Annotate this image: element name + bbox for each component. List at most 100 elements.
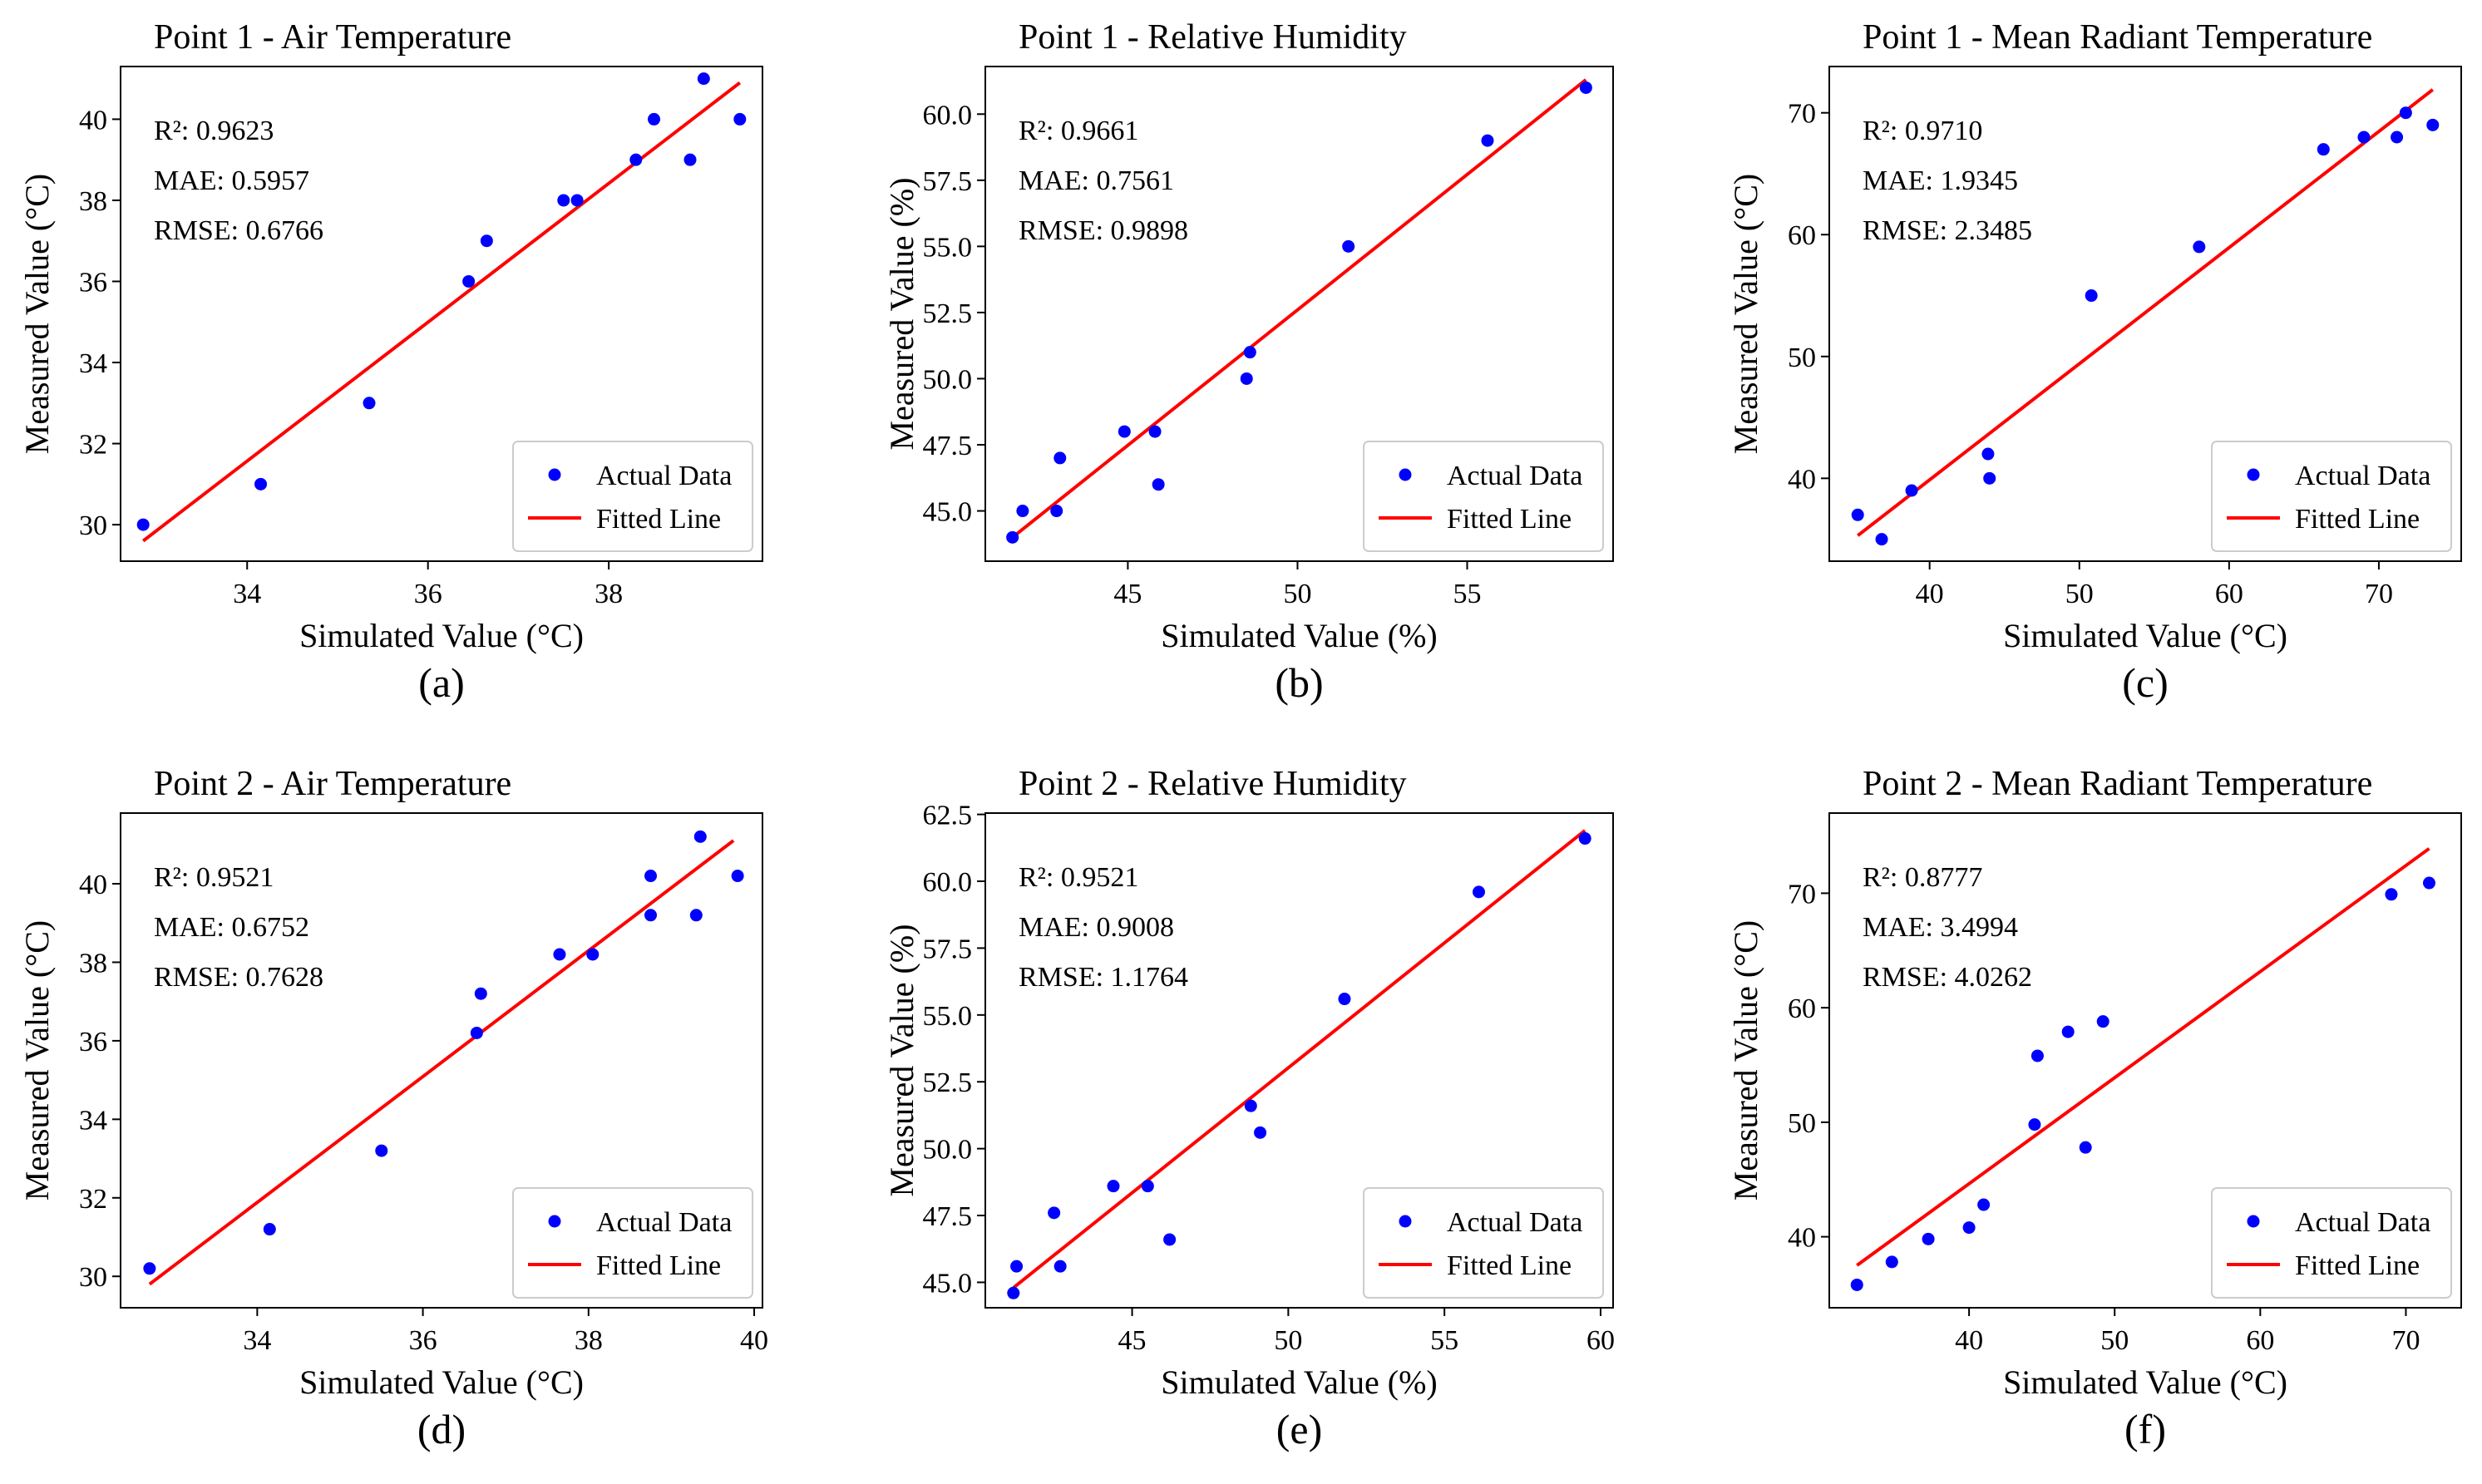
legend-label-actual: Actual Data bbox=[2295, 461, 2430, 491]
legend: Actual Data Fitted Line bbox=[512, 441, 753, 552]
plot-data bbox=[136, 72, 747, 543]
mae-annotation: MAE: 1.9345 bbox=[1863, 165, 2018, 196]
r2-annotation: R²: 0.9521 bbox=[1019, 862, 1138, 893]
y-axis-label: Measured Value (°C) bbox=[1727, 920, 1764, 1201]
data-point bbox=[2061, 1025, 2075, 1038]
x-tick-label: 40 bbox=[1955, 1325, 1983, 1356]
legend-point-marker bbox=[2247, 468, 2260, 481]
data-point bbox=[1053, 1260, 1067, 1273]
data-point bbox=[1240, 372, 1253, 385]
data-point bbox=[480, 234, 493, 248]
panel-label: (e) bbox=[1276, 1406, 1323, 1452]
legend-label-fitted: Fitted Line bbox=[1447, 1250, 1572, 1281]
data-point bbox=[136, 518, 150, 531]
data-point bbox=[693, 830, 707, 843]
x-axis-label: Simulated Value (%) bbox=[1161, 1363, 1438, 1401]
data-point bbox=[1962, 1221, 1976, 1235]
y-tick-label: 40 bbox=[79, 870, 107, 900]
data-point bbox=[689, 909, 703, 922]
legend: Actual Data Fitted Line bbox=[2211, 1187, 2452, 1299]
y-tick-label: 47.5 bbox=[923, 1201, 973, 1232]
y-axis-label: Measured Value (°C) bbox=[18, 920, 56, 1201]
data-point bbox=[1050, 505, 1063, 518]
axes-frame bbox=[984, 812, 1614, 1309]
y-tick-label: 55.0 bbox=[923, 1001, 973, 1032]
legend: Actual Data Fitted Line bbox=[512, 1187, 753, 1299]
x-axis-label: Simulated Value (°C) bbox=[2003, 1363, 2287, 1401]
data-point bbox=[731, 870, 744, 883]
x-tick-label: 50 bbox=[1283, 579, 1311, 609]
data-point bbox=[733, 112, 747, 126]
fitted-line bbox=[1856, 88, 2435, 537]
data-point bbox=[683, 153, 697, 166]
legend-label-actual: Actual Data bbox=[1447, 461, 1582, 491]
x-tick-label: 36 bbox=[409, 1325, 437, 1356]
y-tick-label: 34 bbox=[79, 348, 107, 379]
data-point bbox=[1981, 447, 1995, 461]
data-point bbox=[1850, 1278, 1863, 1291]
y-tick-label: 60.0 bbox=[923, 867, 973, 898]
data-point bbox=[143, 1262, 156, 1275]
x-tick-label: 50 bbox=[1274, 1325, 1302, 1356]
data-point bbox=[557, 194, 570, 207]
y-tick-label: 50 bbox=[1788, 343, 1816, 373]
y-tick-label: 30 bbox=[79, 510, 107, 541]
data-point bbox=[644, 909, 658, 922]
y-axis-label: Measured Value (%) bbox=[883, 177, 920, 450]
data-point bbox=[2357, 131, 2371, 144]
y-tick-label: 62.5 bbox=[923, 801, 973, 831]
legend-label-fitted: Fitted Line bbox=[2295, 504, 2420, 535]
legend-point-marker bbox=[1399, 468, 1412, 481]
chart-title: Point 1 - Mean Radiant Temperature bbox=[1863, 18, 2372, 57]
y-tick-label: 38 bbox=[79, 948, 107, 979]
data-point bbox=[254, 477, 268, 491]
y-tick-label: 34 bbox=[79, 1105, 107, 1136]
data-point bbox=[553, 948, 566, 961]
plot-data bbox=[1006, 78, 1592, 544]
data-point bbox=[1148, 425, 1162, 438]
legend-point-marker bbox=[548, 1215, 561, 1228]
legend-label-actual: Actual Data bbox=[1447, 1207, 1582, 1238]
y-tick-label: 40 bbox=[1788, 464, 1816, 495]
x-axis-label: Simulated Value (°C) bbox=[299, 1363, 584, 1401]
fitted-line bbox=[148, 839, 735, 1286]
legend-label-actual: Actual Data bbox=[2295, 1207, 2430, 1238]
y-tick-label: 55.0 bbox=[923, 232, 973, 263]
axes-frame bbox=[984, 66, 1614, 562]
data-point bbox=[2193, 240, 2206, 254]
data-point bbox=[570, 194, 584, 207]
r2-annotation: R²: 0.9521 bbox=[154, 862, 274, 893]
data-point bbox=[375, 1144, 388, 1157]
y-tick-label: 32 bbox=[79, 1184, 107, 1215]
mae-annotation: MAE: 0.7561 bbox=[1019, 165, 1174, 196]
y-tick-label: 50.0 bbox=[923, 364, 973, 395]
data-point bbox=[1016, 505, 1029, 518]
legend-label-fitted: Fitted Line bbox=[1447, 504, 1572, 535]
data-point bbox=[2422, 876, 2435, 890]
data-point bbox=[1006, 530, 1019, 544]
x-tick-label: 38 bbox=[595, 579, 623, 609]
x-tick-label: 38 bbox=[575, 1325, 603, 1356]
data-point bbox=[1472, 885, 1485, 899]
data-point bbox=[2399, 106, 2412, 120]
data-point bbox=[1977, 1198, 1991, 1211]
r2-annotation: R²: 0.9661 bbox=[1019, 116, 1138, 146]
legend-label-actual: Actual Data bbox=[596, 461, 732, 491]
chart-panel-3: Point 1 - Mean Radiant Temperature 40 50 60… bbox=[1727, 18, 2462, 706]
x-tick-label: 60 bbox=[1586, 1325, 1615, 1356]
data-point bbox=[1481, 134, 1494, 147]
x-tick-label: 45 bbox=[1113, 579, 1142, 609]
legend: Actual Data Fitted Line bbox=[1363, 1187, 1604, 1299]
fitted-line bbox=[1856, 847, 2430, 1267]
data-point bbox=[629, 153, 643, 166]
axes-frame bbox=[1828, 66, 2462, 562]
data-point bbox=[1053, 451, 1067, 465]
y-tick-label: 50.0 bbox=[923, 1135, 973, 1166]
x-axis-label: Simulated Value (°C) bbox=[2003, 617, 2287, 654]
legend-label-fitted: Fitted Line bbox=[596, 504, 721, 535]
legend-label-fitted: Fitted Line bbox=[2295, 1250, 2420, 1281]
panel-label: (a) bbox=[418, 659, 465, 706]
data-point bbox=[1851, 508, 1864, 521]
fitted-line bbox=[1011, 78, 1587, 539]
mae-annotation: MAE: 0.6752 bbox=[154, 912, 309, 943]
